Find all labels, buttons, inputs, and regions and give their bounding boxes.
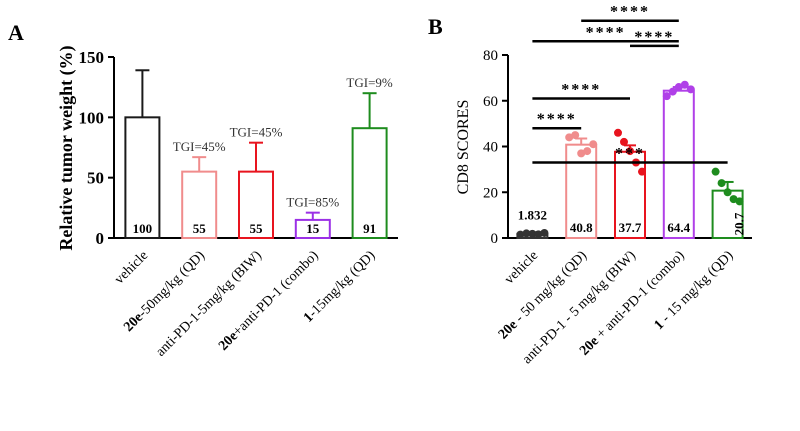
bar-b [662, 89, 695, 239]
data-point [711, 167, 720, 176]
bar-a [181, 170, 218, 239]
data-point [534, 230, 543, 239]
data-point [516, 230, 525, 239]
bar-value-label-a: 91 [363, 221, 376, 236]
chart-panel-b: 0 20 40 60 80 CD8 SCORES 1.832 vehicle 40.8 20e -… [455, 4, 752, 367]
significance-label: *** [615, 146, 645, 163]
y-tick-label-a: 150 [79, 48, 105, 67]
significance-label: **** [586, 24, 626, 41]
data-point [583, 147, 592, 156]
y-tick-label-b: 40 [483, 140, 498, 156]
y-tick-label-a: 100 [79, 108, 105, 127]
bar-a [294, 218, 331, 239]
x-tick-label-b: 20e - 50 mg/kg (QD) [496, 248, 590, 342]
bar-value-label-b: 64.4 [667, 220, 690, 235]
significance-label: **** [634, 29, 674, 46]
tgi-annotation: TGI=45% [230, 125, 283, 140]
y-tick-label-b: 80 [483, 48, 498, 64]
bar-a [124, 116, 161, 239]
data-point [662, 92, 671, 101]
data-point [729, 195, 738, 204]
data-point [668, 87, 677, 96]
data-point [723, 188, 732, 197]
data-point [680, 80, 689, 89]
bar-a [351, 127, 388, 239]
significance-label: **** [537, 111, 577, 128]
data-point [674, 83, 683, 92]
y-tick-label-b: 0 [491, 231, 499, 247]
data-point [589, 140, 598, 149]
data-point [522, 229, 531, 238]
data-point [540, 228, 549, 237]
bar-value-label-b: 37.7 [619, 220, 642, 235]
significance-label: **** [561, 81, 601, 98]
data-point [638, 167, 646, 176]
y-tick-label-b: 60 [483, 94, 498, 110]
bar-value-label-a: 55 [193, 221, 207, 236]
x-tick-label-a: anti-PD-1-5mg/kg (BIW) [153, 248, 265, 360]
significance-label: **** [610, 4, 650, 21]
bar-value-label-a: 15 [306, 221, 320, 236]
bar-value-label-b: 40.8 [570, 220, 593, 235]
y-tick-label-b: 20 [483, 185, 498, 201]
bar-a [238, 170, 274, 239]
data-point [614, 128, 622, 137]
tgi-annotation: TGI=9% [346, 75, 392, 90]
y-axis-label-b: CD8 SCORES [455, 100, 472, 195]
bar-value-label-b: 1.832 [518, 208, 547, 223]
data-point [717, 179, 726, 188]
y-tick-label-a: 0 [96, 229, 105, 248]
tgi-annotation: TGI=85% [286, 195, 339, 210]
bar-value-label-a: 100 [133, 221, 153, 236]
data-point [735, 197, 744, 206]
data-point [577, 149, 586, 158]
y-tick-label-a: 50 [87, 169, 104, 188]
data-point [528, 229, 537, 238]
panel-a-label: A [8, 20, 24, 45]
panel-b-label: B [428, 14, 443, 39]
x-tick-label-b: vehicle [502, 248, 541, 287]
data-point [626, 147, 634, 156]
data-point [565, 133, 574, 142]
x-tick-label-a: 20e+anti-PD-1 (combo) [216, 248, 322, 354]
y-axis-label-a: Relative tumor weight (%) [56, 45, 77, 250]
data-point [620, 137, 628, 146]
data-point [686, 85, 695, 94]
bar-value-label-a: 55 [250, 221, 264, 236]
x-tick-label-a: vehicle [112, 248, 151, 287]
tgi-annotation: TGI=45% [173, 139, 226, 154]
bar-value-label-b: 20.7 [732, 212, 747, 235]
data-point [571, 131, 580, 140]
